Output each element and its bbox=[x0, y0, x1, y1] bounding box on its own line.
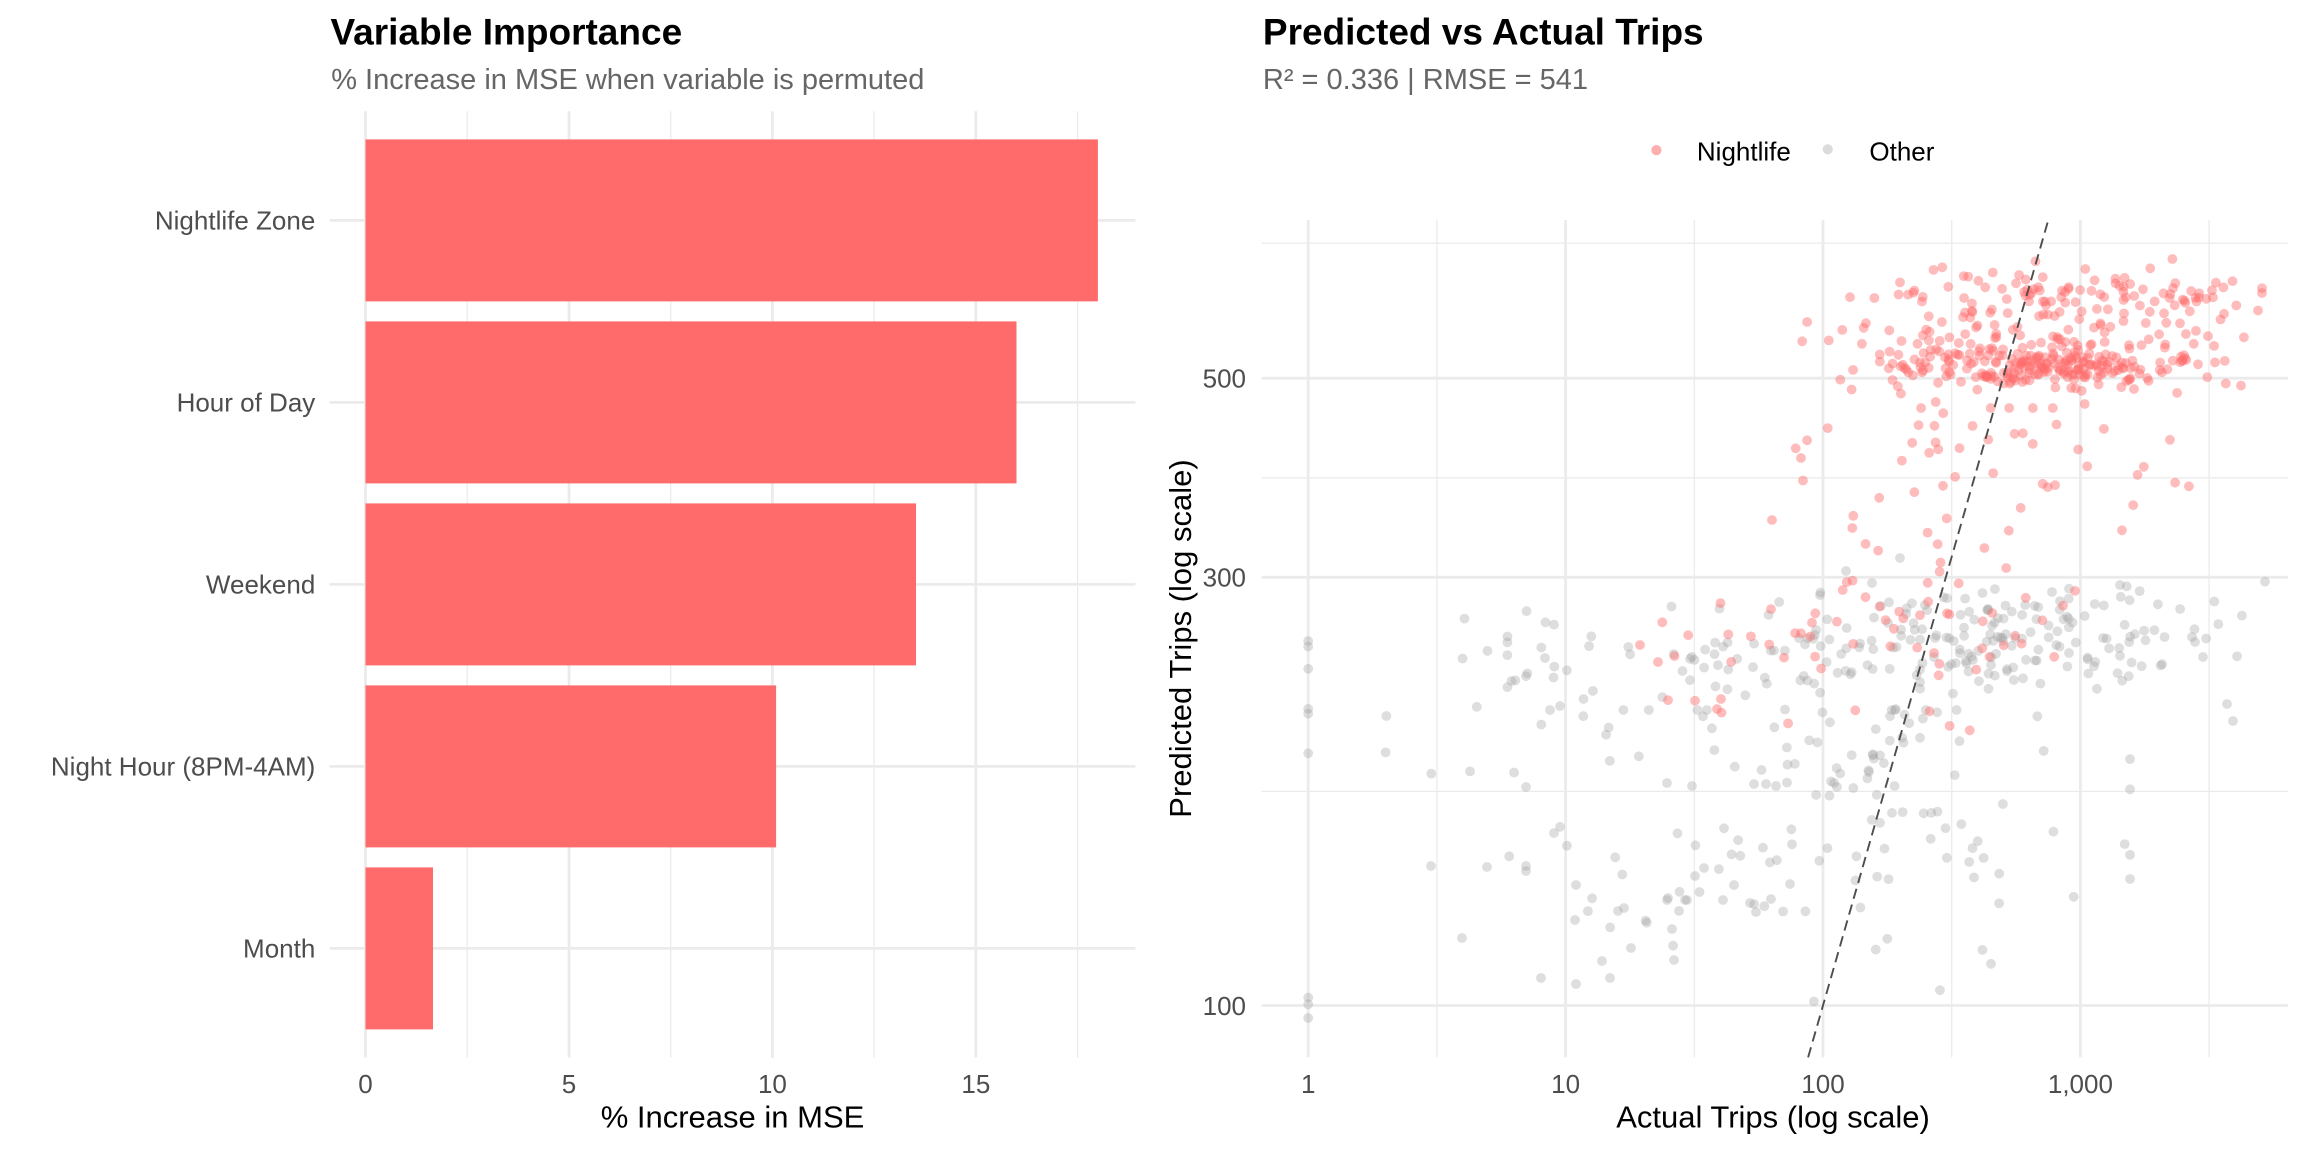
svg-text:100: 100 bbox=[1801, 1069, 1844, 1099]
svg-text:0: 0 bbox=[358, 1069, 372, 1099]
svg-text:10: 10 bbox=[758, 1069, 787, 1099]
svg-text:100: 100 bbox=[1203, 991, 1246, 1021]
svg-text:10: 10 bbox=[1551, 1069, 1580, 1099]
svg-text:500: 500 bbox=[1203, 364, 1246, 394]
svg-text:Hour of Day: Hour of Day bbox=[177, 388, 316, 418]
svg-text:Nightlife Zone: Nightlife Zone bbox=[155, 206, 315, 236]
svg-text:1,000: 1,000 bbox=[2048, 1069, 2113, 1099]
svg-text:Actual Trips (log scale): Actual Trips (log scale) bbox=[1616, 1100, 1930, 1135]
svg-text:Nightlife: Nightlife bbox=[1697, 136, 1791, 166]
svg-text:Other: Other bbox=[1869, 136, 1934, 166]
svg-text:300: 300 bbox=[1203, 563, 1246, 593]
svg-text:1: 1 bbox=[1301, 1069, 1315, 1099]
svg-text:% Increase in MSE when variabl: % Increase in MSE when variable is permu… bbox=[331, 64, 924, 96]
svg-text:R² = 0.336 | RMSE = 541: R² = 0.336 | RMSE = 541 bbox=[1263, 64, 1588, 96]
svg-text:Variable Importance: Variable Importance bbox=[331, 11, 683, 52]
svg-text:Weekend: Weekend bbox=[206, 570, 315, 600]
svg-text:5: 5 bbox=[562, 1069, 576, 1099]
svg-text:Predicted vs Actual Trips: Predicted vs Actual Trips bbox=[1263, 11, 1704, 52]
svg-text:15: 15 bbox=[961, 1069, 990, 1099]
svg-text:Month: Month bbox=[243, 934, 315, 964]
svg-text:Predicted Trips (log scale): Predicted Trips (log scale) bbox=[1163, 459, 1198, 817]
svg-text:Night Hour (8PM-4AM): Night Hour (8PM-4AM) bbox=[51, 752, 315, 782]
svg-text:% Increase in MSE: % Increase in MSE bbox=[601, 1100, 865, 1135]
